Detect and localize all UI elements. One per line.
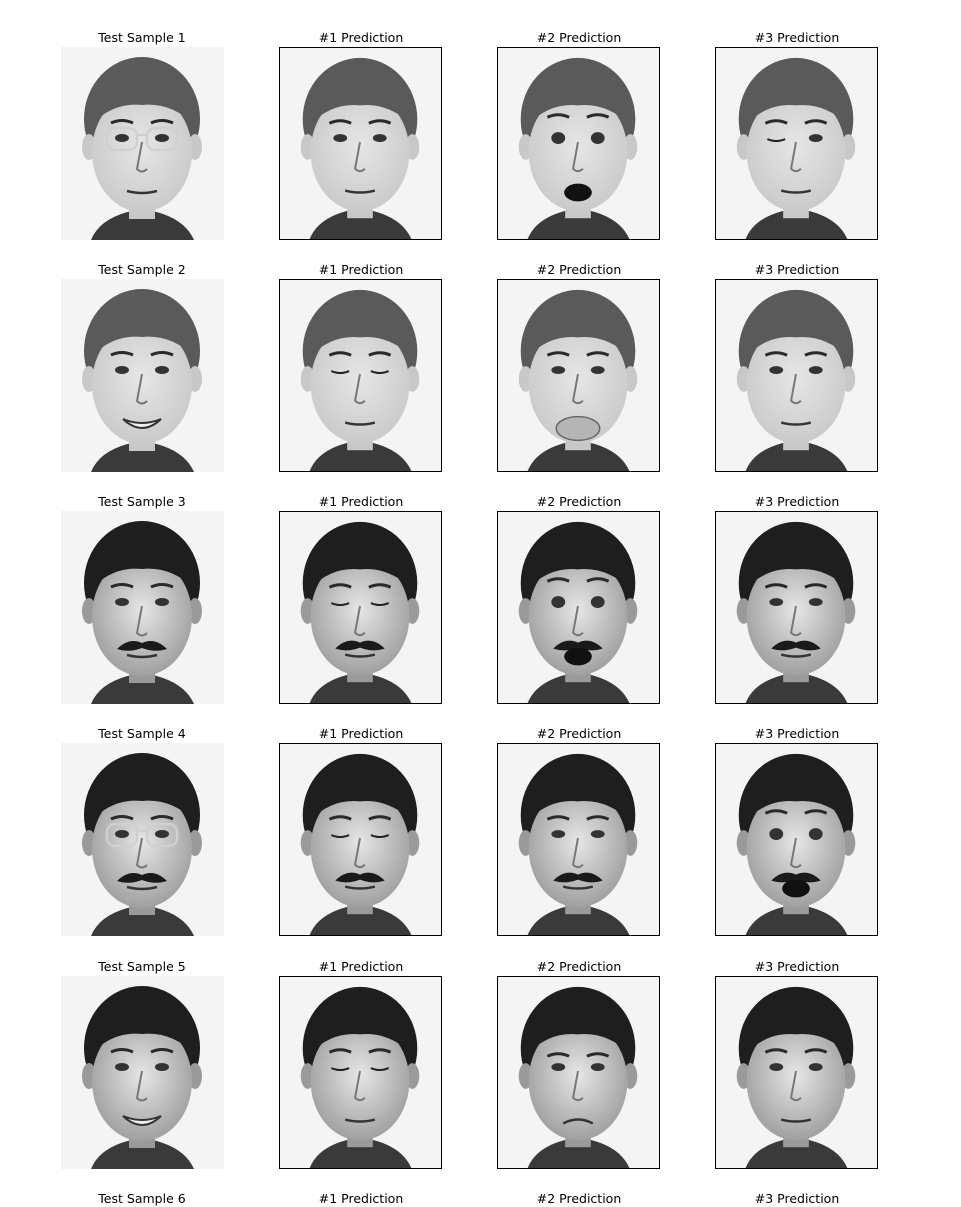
prediction-title: #3 Prediction: [754, 262, 840, 277]
prediction-face-image: [715, 976, 878, 1169]
shirt-shape: [91, 905, 194, 936]
prediction-title: #3 Prediction: [754, 959, 840, 974]
prediction-face-image: [497, 47, 660, 240]
face-shape: [528, 556, 628, 676]
shirt-shape: [745, 208, 848, 239]
mustache-shape: [771, 640, 821, 651]
shirt-shape: [527, 904, 630, 935]
shirt-shape: [527, 208, 630, 239]
glasses-shape: [105, 126, 139, 152]
prediction-title: #3 Prediction: [754, 1191, 840, 1206]
prediction-title: #1 Prediction: [318, 262, 404, 277]
prediction-title: #2 Prediction: [536, 726, 622, 741]
prediction-title: #3 Prediction: [754, 726, 840, 741]
shirt-shape: [91, 441, 194, 472]
prediction-face-image: [715, 743, 878, 936]
shirt-shape: [309, 1137, 412, 1168]
prediction-title: #1 Prediction: [318, 959, 404, 974]
shirt-shape: [91, 1138, 194, 1169]
shirt-shape: [745, 1137, 848, 1168]
prediction-title: #1 Prediction: [318, 494, 404, 509]
shirt-shape: [527, 440, 630, 471]
shirt-shape: [309, 440, 412, 471]
test-sample-title: Test Sample 1: [98, 30, 186, 45]
prediction-face-image: [497, 743, 660, 936]
test-sample-title: Test Sample 5: [98, 959, 186, 974]
test-sample-face-image: [61, 743, 224, 936]
prediction-title: #2 Prediction: [536, 30, 622, 45]
prediction-title: #2 Prediction: [536, 494, 622, 509]
prediction-title: #3 Prediction: [754, 494, 840, 509]
mustache-shape: [335, 640, 385, 651]
prediction-face-image: [279, 279, 442, 472]
test-sample-title: Test Sample 4: [98, 726, 186, 741]
prediction-title: #1 Prediction: [318, 1191, 404, 1206]
shirt-shape: [309, 208, 412, 239]
mustache-shape: [117, 641, 167, 651]
prediction-title: #3 Prediction: [754, 30, 840, 45]
prediction-title: #1 Prediction: [318, 30, 404, 45]
prediction-face-image: [279, 47, 442, 240]
shirt-shape: [91, 209, 194, 240]
test-sample-face-image: [61, 976, 224, 1169]
prediction-face-image: [497, 279, 660, 472]
test-sample-title: Test Sample 3: [98, 494, 186, 509]
test-sample-face-image: [61, 47, 224, 240]
test-sample-face-image: [61, 511, 224, 704]
prediction-title: #2 Prediction: [536, 959, 622, 974]
glasses-shape: [105, 822, 139, 848]
shirt-shape: [91, 673, 194, 704]
prediction-face-image: [715, 511, 878, 704]
shirt-shape: [527, 672, 630, 703]
prediction-face-image: [279, 511, 442, 704]
face-shape: [528, 92, 628, 212]
shirt-shape: [527, 1137, 630, 1168]
shirt-shape: [745, 672, 848, 703]
prediction-title: #2 Prediction: [536, 262, 622, 277]
shirt-shape: [745, 904, 848, 935]
prediction-face-image: [497, 976, 660, 1169]
face-shape: [746, 788, 846, 908]
prediction-face-image: [715, 279, 878, 472]
mustache-shape: [553, 872, 603, 883]
prediction-title: #2 Prediction: [536, 1191, 622, 1206]
prediction-face-image: [715, 47, 878, 240]
prediction-face-image: [279, 743, 442, 936]
test-sample-title: Test Sample 6: [98, 1191, 186, 1206]
prediction-face-image: [497, 511, 660, 704]
test-sample-face-image: [61, 279, 224, 472]
face-shape: [528, 1021, 628, 1141]
shirt-shape: [309, 904, 412, 935]
shirt-shape: [309, 672, 412, 703]
mustache-shape: [335, 872, 385, 883]
prediction-face-image: [279, 976, 442, 1169]
test-sample-title: Test Sample 2: [98, 262, 186, 277]
mustache-shape: [771, 872, 821, 883]
mustache-shape: [553, 640, 603, 651]
mustache-shape: [117, 873, 167, 883]
prediction-title: #1 Prediction: [318, 726, 404, 741]
shirt-shape: [745, 440, 848, 471]
